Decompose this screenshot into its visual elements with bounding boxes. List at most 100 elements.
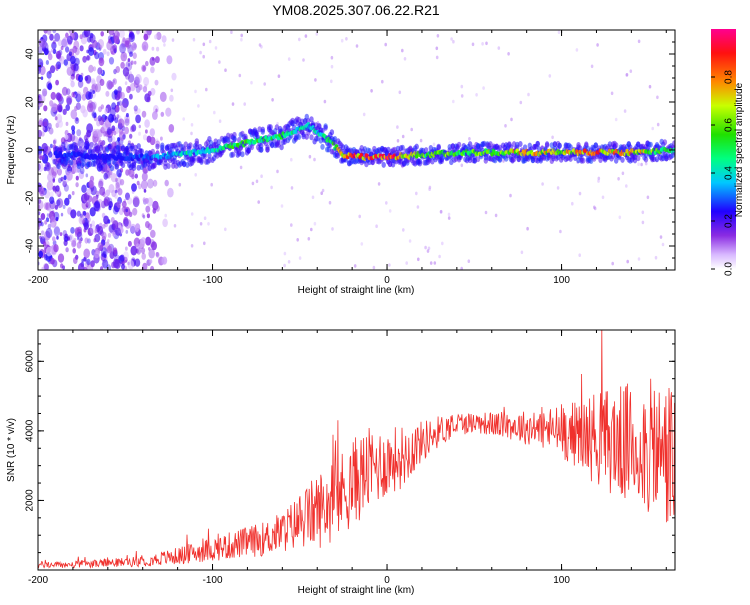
noise-cell [141, 213, 145, 218]
noise-cell [67, 165, 72, 174]
noise-cell [104, 254, 107, 259]
noise-cell [190, 123, 194, 127]
noise-cell [271, 98, 274, 102]
noise-cell [152, 179, 158, 187]
noise-cell [38, 162, 44, 172]
noise-cell [125, 169, 130, 176]
noise-cell [494, 213, 498, 218]
noise-cell [143, 33, 149, 41]
noise-cell [460, 266, 463, 270]
noise-cell [384, 42, 388, 47]
y-tick-label: 6000 [25, 350, 36, 373]
noise-cell [116, 200, 122, 209]
noise-cell [80, 72, 84, 77]
noise-cell [87, 238, 91, 244]
noise-cell [171, 72, 177, 81]
noise-cell [45, 227, 53, 239]
noise-cell [115, 177, 122, 187]
noise-cell [240, 33, 243, 38]
noise-cell [87, 216, 91, 223]
noise-cell [87, 227, 94, 236]
ridge-cell [414, 154, 419, 159]
noise-cell [119, 91, 125, 100]
ridge-halo-cell [131, 165, 137, 171]
noise-cell [124, 126, 129, 135]
noise-cell [314, 78, 317, 82]
noise-cell [116, 114, 120, 119]
noise-cell [44, 189, 51, 199]
noise-cell [76, 241, 82, 249]
noise-cell [38, 185, 45, 195]
noise-cell [315, 32, 319, 36]
noise-cell [127, 63, 131, 67]
noise-cell [65, 121, 69, 126]
noise-cell [103, 196, 111, 207]
noise-cell [601, 195, 605, 200]
noise-cell [55, 50, 62, 60]
noise-cell [48, 78, 51, 83]
noise-cell [194, 173, 197, 177]
noise-cell [138, 124, 141, 129]
noise-cell [125, 208, 128, 213]
ridge-cell [129, 153, 133, 158]
noise-cell [415, 191, 418, 196]
noise-cell [597, 179, 600, 183]
noise-cell [125, 246, 128, 251]
noise-cell [377, 182, 381, 186]
noise-cell [108, 184, 115, 193]
noise-cell [127, 259, 135, 270]
noise-cell [45, 60, 50, 65]
noise-cell [124, 114, 130, 124]
noise-cell [401, 48, 404, 53]
noise-cell [152, 57, 155, 61]
ridge-halo-cell [417, 160, 423, 167]
noise-cell [53, 226, 61, 237]
noise-cell [50, 91, 56, 100]
noise-cell [70, 109, 78, 120]
noise-cell [98, 44, 103, 51]
noise-cell [160, 136, 163, 141]
noise-cell [62, 180, 67, 188]
noise-cell [556, 186, 560, 190]
ridge-halo-cell [69, 159, 74, 166]
noise-cell [497, 46, 501, 50]
noise-cell [115, 177, 118, 183]
noise-cell [99, 179, 103, 185]
noise-cell [127, 197, 133, 205]
noise-cell [108, 57, 115, 65]
noise-cell [59, 232, 63, 237]
noise-cell [55, 185, 60, 192]
noise-cell [102, 224, 106, 229]
noise-cell [108, 224, 114, 233]
noise-cell [144, 84, 148, 89]
noise-cell [156, 31, 162, 41]
noise-cell [100, 104, 105, 110]
noise-cell [91, 77, 96, 84]
ridge-halo-cell [114, 163, 119, 170]
noise-cell [130, 223, 137, 234]
noise-cell [84, 75, 89, 82]
noise-cell [106, 245, 112, 254]
noise-cell [71, 239, 77, 248]
noise-cell [65, 46, 70, 53]
ridge-halo-cell [436, 143, 441, 150]
noise-cell [131, 42, 137, 51]
colorbar-tick-label: 0.4 [724, 166, 735, 180]
noise-cell [149, 128, 155, 137]
ridge-halo-cell [136, 143, 141, 150]
ridge-halo-cell [423, 147, 429, 154]
noise-cell [81, 92, 85, 97]
noise-cell [119, 43, 126, 54]
noise-cell [43, 202, 49, 210]
spectrogram-cells [38, 30, 675, 270]
noise-cell [396, 139, 400, 143]
noise-cell [50, 221, 55, 228]
ridge-halo-cell [61, 141, 66, 148]
noise-cell [433, 261, 437, 265]
noise-cell [88, 64, 94, 73]
noise-cell [55, 122, 60, 128]
noise-cell [122, 67, 130, 77]
noise-cell [122, 98, 129, 108]
noise-cell [63, 184, 69, 192]
